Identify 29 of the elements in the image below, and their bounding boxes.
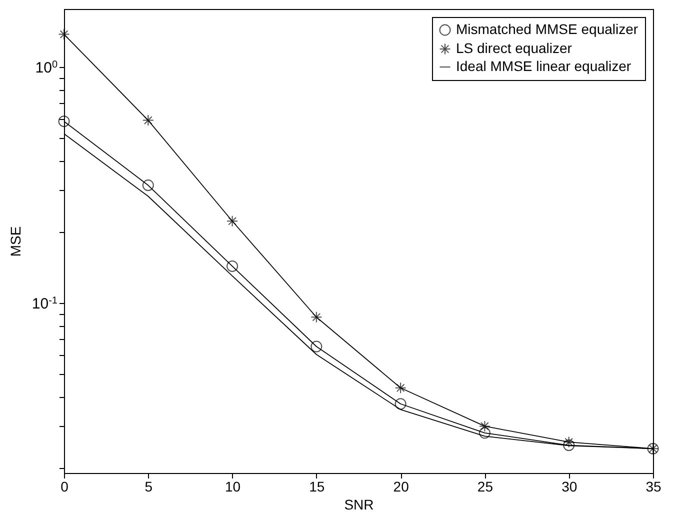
x-tick-label: 35 (646, 478, 662, 494)
point (478, 427, 490, 439)
point (142, 180, 154, 192)
x-tick-label: 20 (393, 478, 410, 494)
point (563, 436, 575, 448)
x-axis-title: SNR (344, 496, 374, 512)
x-tick-label: 30 (562, 478, 578, 494)
point (226, 215, 238, 227)
y-axis-title: MSE (7, 226, 24, 257)
point (394, 382, 406, 394)
point (478, 420, 490, 432)
legend-label: LS direct equalizer (456, 40, 572, 56)
point (310, 340, 322, 352)
y-tick-label: 10$^{-1}$ (32, 294, 58, 312)
x-tick-label: 0 (60, 478, 69, 494)
point (58, 116, 70, 128)
point (226, 260, 238, 272)
legend-label: Mismatched MMSE equalizer (456, 21, 638, 37)
point (58, 28, 70, 40)
x-tick-label: 15 (309, 478, 325, 494)
point (563, 440, 575, 452)
y-tick-label: 10$^{0}$ (35, 58, 58, 76)
x-tick-label: 5 (144, 478, 153, 494)
point (142, 114, 154, 126)
legend-label: Ideal MMSE linear equalizer (456, 58, 632, 74)
point (394, 398, 406, 410)
x-tick-label: 25 (477, 478, 494, 494)
point (310, 311, 322, 323)
x-tick-label: 10 (224, 478, 241, 494)
